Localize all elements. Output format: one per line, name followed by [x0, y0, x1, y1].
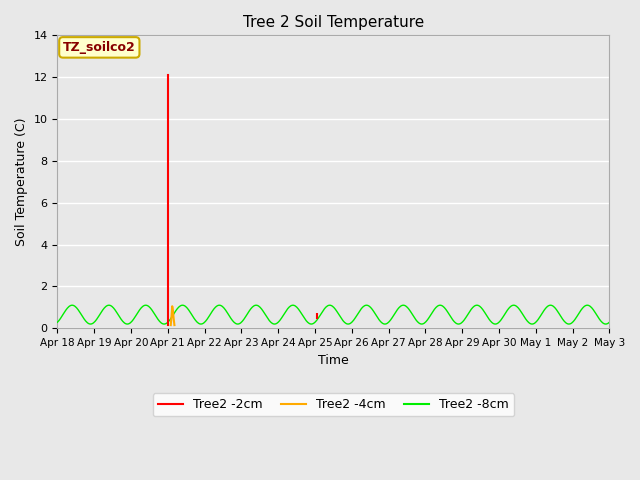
Tree2 -4cm: [171, 322, 179, 328]
Legend: Tree2 -2cm, Tree2 -4cm, Tree2 -8cm: Tree2 -2cm, Tree2 -4cm, Tree2 -8cm: [152, 393, 514, 416]
Tree2 -8cm: [54, 319, 61, 325]
X-axis label: Time: Time: [318, 353, 349, 367]
Tree2 -8cm: [207, 311, 215, 316]
Tree2 -8cm: [402, 303, 410, 309]
Title: Tree 2 Soil Temperature: Tree 2 Soil Temperature: [243, 15, 424, 30]
Tree2 -8cm: [160, 321, 168, 327]
Tree2 -8cm: [63, 305, 71, 311]
Line: Tree2 -8cm: Tree2 -8cm: [58, 305, 609, 324]
Tree2 -4cm: [168, 314, 175, 320]
Tree2 -8cm: [605, 319, 613, 325]
Tree2 -8cm: [418, 321, 426, 327]
Tree2 -4cm: [169, 308, 177, 313]
Tree2 -8cm: [177, 303, 185, 309]
Tree2 -4cm: [168, 303, 176, 309]
Text: TZ_soilco2: TZ_soilco2: [63, 41, 136, 54]
Tree2 -8cm: [120, 320, 128, 325]
Tree2 -4cm: [170, 316, 177, 322]
Tree2 -8cm: [179, 302, 186, 308]
Tree2 -4cm: [167, 322, 175, 328]
Y-axis label: Soil Temperature (C): Soil Temperature (C): [15, 118, 28, 246]
Line: Tree2 -4cm: Tree2 -4cm: [171, 306, 175, 325]
